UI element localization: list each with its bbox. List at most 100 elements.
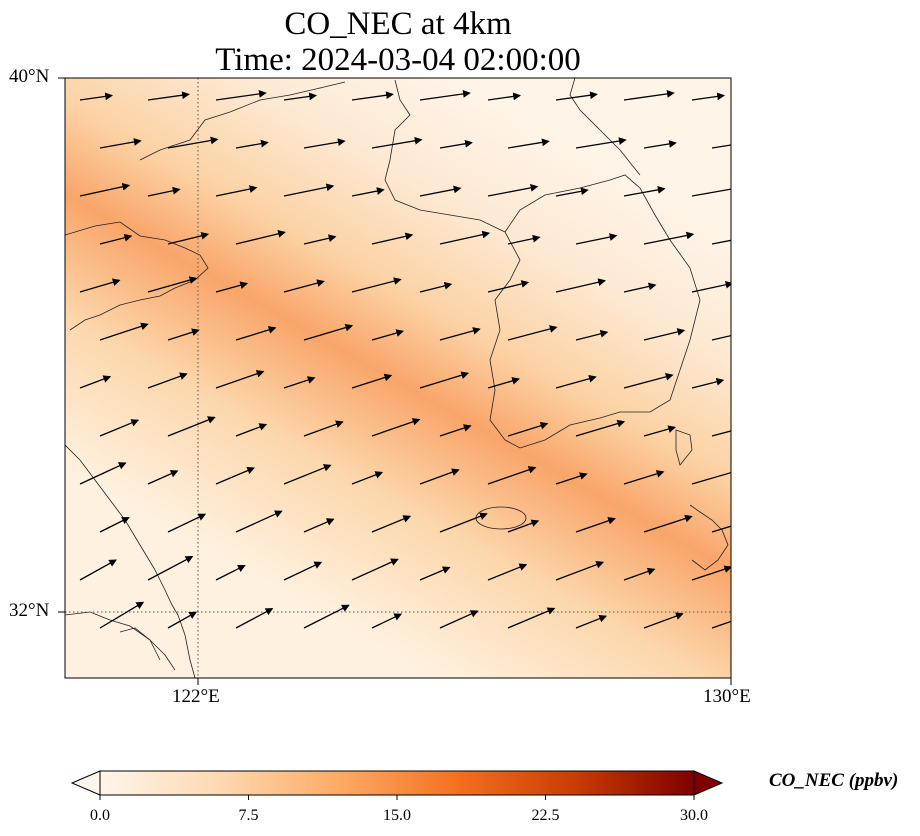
wind-arrow (371, 232, 414, 245)
wind-arrow (575, 137, 627, 149)
colorbar-tick-4: 30.0 (680, 807, 708, 824)
colorbar-tick-0: 0.0 (90, 807, 110, 824)
wind-arrow (691, 565, 731, 581)
wind-arrow (303, 234, 337, 245)
wind-arrow (303, 604, 350, 629)
wind-arrow (439, 424, 472, 437)
wind-arrow (147, 276, 198, 293)
wind-arrow (507, 138, 550, 149)
wind-arrow (235, 510, 283, 533)
wind-arrow (623, 282, 657, 293)
wind-arrow (167, 231, 210, 245)
wind-arrow (235, 230, 286, 245)
wind-arrow (419, 566, 451, 581)
wind-arrow (691, 378, 725, 389)
wind-arrow (555, 374, 597, 389)
wind-arrow (575, 233, 618, 245)
wind-arrow (555, 91, 598, 101)
wind-arrow (167, 611, 198, 629)
wind-arrow (507, 234, 541, 245)
wind-arrow (283, 183, 335, 197)
coastlines (65, 78, 729, 678)
wind-arrow (643, 140, 677, 149)
wind-arrow (623, 567, 656, 581)
wind-arrow (235, 423, 268, 437)
wind-arrow (419, 90, 471, 101)
wind-arrow (283, 92, 317, 101)
wind-arrow (283, 464, 332, 485)
colorbar-tick-2: 15.0 (383, 807, 411, 824)
map-frame (64, 77, 732, 679)
wind-arrow (507, 325, 558, 341)
wind-arrow (303, 518, 335, 533)
wind-arrow (487, 377, 520, 389)
wind-arrow (79, 559, 117, 581)
wind-arrow (283, 376, 316, 389)
wind-arrow (79, 278, 121, 293)
wind-arrow (623, 186, 666, 197)
wind-arrow (371, 136, 423, 149)
wind-arrow (439, 610, 479, 629)
wind-arrow (303, 420, 344, 437)
wind-arrow (351, 277, 402, 293)
wind-arrow (99, 419, 140, 437)
wind-arrow (235, 326, 277, 341)
wind-arrow (419, 282, 453, 293)
wind-arrow (711, 144, 731, 149)
wind-arrow (419, 468, 460, 485)
wind-arrow (643, 231, 695, 245)
wind-arrow (79, 375, 112, 389)
wind-arrow (711, 239, 731, 245)
wind-arrow (575, 517, 616, 533)
wind-arrow (487, 92, 521, 101)
wind-arrow (79, 92, 113, 101)
wind-arrow (555, 472, 588, 485)
lon-tick-122e: 122°E (172, 686, 220, 707)
wind-arrow (215, 90, 267, 101)
wind-arrow (147, 372, 188, 389)
lat-tick-32n: 32°N (9, 600, 50, 621)
wind-arrow (371, 613, 403, 629)
map-panel (65, 78, 731, 678)
wind-arrow (555, 187, 589, 197)
wind-arrow (711, 620, 731, 629)
concentration-field (65, 78, 731, 678)
wind-arrow (643, 328, 686, 341)
colorbar-tick-3: 22.5 (531, 807, 560, 824)
wind-arrow (283, 279, 325, 293)
wind-arrow (283, 561, 323, 581)
lon-tick-130e: 130°E (703, 686, 751, 707)
wind-arrow (555, 278, 606, 293)
wind-arrow (691, 188, 731, 197)
wind-arrow (711, 430, 731, 437)
wind-arrow (371, 515, 412, 533)
chart-title-line1: CO_NEC at 4km (284, 6, 512, 42)
wind-arrow (235, 608, 274, 629)
wind-arrow (691, 280, 731, 293)
wind-arrow (303, 138, 346, 149)
wind-arrow (351, 373, 393, 389)
wind-arrow (167, 328, 200, 341)
wind-arrow (643, 425, 677, 437)
wind-arrow (691, 92, 725, 101)
wind-arrow (711, 525, 731, 533)
wind-arrow (371, 418, 421, 437)
wind-arrow (575, 330, 609, 341)
wind-arrow (555, 560, 605, 581)
wind-arrow (507, 421, 549, 437)
wind-arrow (623, 373, 674, 389)
wind-arrow (303, 323, 354, 341)
wind-arrow (167, 416, 216, 437)
wind-arrow (215, 466, 255, 485)
colorbar-label: CO_NEC (ppbv) (769, 770, 899, 791)
wind-arrow (167, 136, 219, 149)
wind-arrow (439, 139, 473, 149)
wind-arrow (99, 322, 149, 341)
wind-arrow (99, 233, 133, 245)
wind-arrow (623, 90, 675, 101)
lat-tick-40n: 40°N (9, 66, 50, 87)
colorbar-tick-1: 7.5 (238, 807, 259, 824)
wind-arrow (147, 186, 181, 197)
wind-arrow (147, 555, 194, 581)
